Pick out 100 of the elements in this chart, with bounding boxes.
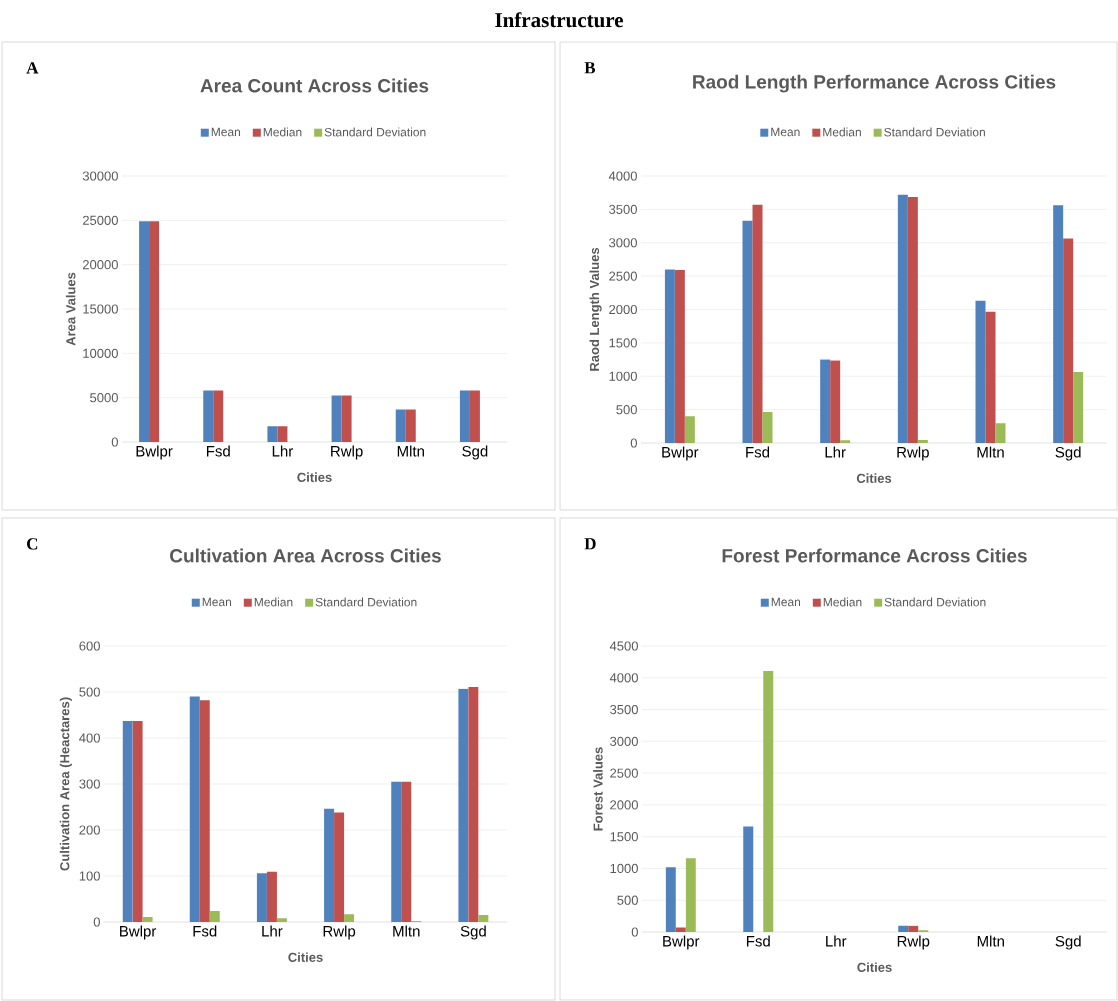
- bar: [391, 781, 402, 922]
- y-tick-label: 1000: [610, 863, 638, 874]
- x-tick-label: Fsd: [206, 445, 230, 457]
- bar: [266, 871, 277, 922]
- y-tick-label: 30000: [82, 171, 118, 181]
- y-tick-label: 3500: [610, 704, 638, 715]
- text: Infrastructure: [495, 12, 624, 28]
- legend-label: Standard Deviation: [884, 597, 986, 607]
- text: A: [26, 62, 39, 74]
- bar: [209, 910, 220, 922]
- bar: [277, 426, 288, 442]
- legend-label: Median: [823, 127, 861, 137]
- bar: [743, 826, 754, 932]
- bar: [132, 720, 143, 922]
- bar: [149, 221, 160, 442]
- bar: [1063, 238, 1074, 443]
- y-tick-label: 0: [630, 438, 637, 448]
- bar: [199, 700, 210, 922]
- bar: [469, 390, 480, 442]
- bar: [907, 197, 918, 443]
- y-tick-label: 300: [79, 779, 100, 789]
- bar: [122, 720, 133, 922]
- x-tick-label: Mltn: [977, 446, 1004, 458]
- bar: [830, 360, 841, 443]
- y-tick-label: 1500: [610, 832, 638, 842]
- y-tick-label: 1500: [609, 338, 637, 348]
- y-tick-label: 500: [617, 895, 638, 905]
- y-tick-label: 4500: [609, 641, 638, 651]
- bar: [820, 359, 831, 443]
- text: D: [584, 538, 596, 550]
- y-axis-title: Raod Length Values: [589, 247, 602, 371]
- legend-label: Mean: [771, 597, 801, 607]
- x-tick-label: Mltn: [977, 935, 1004, 947]
- legend-label: Median: [823, 597, 862, 607]
- bar: [478, 915, 489, 922]
- x-tick-label: Fsd: [746, 935, 770, 947]
- bar: [908, 925, 919, 932]
- y-tick-label: 3000: [610, 736, 638, 746]
- x-tick-label: Mltn: [393, 925, 420, 937]
- bar: [459, 390, 470, 442]
- bar: [917, 439, 928, 443]
- x-tick-label: Bwlpr: [120, 925, 157, 940]
- bar: [213, 390, 224, 442]
- legend-label: Mean: [211, 127, 241, 137]
- bar: [344, 914, 355, 922]
- bar: [267, 426, 278, 442]
- text: C: [27, 538, 38, 550]
- y-axis-title: Area Values: [65, 272, 76, 346]
- bar: [674, 270, 685, 443]
- y-tick-label: 10000: [83, 348, 118, 358]
- bar: [458, 688, 469, 922]
- y-tick-label: 200: [79, 825, 100, 835]
- bar: [405, 409, 416, 442]
- x-tick-label: Sgd: [1055, 446, 1081, 461]
- y-tick-label: 1000: [609, 371, 637, 381]
- x-tick-label: Lhr: [825, 446, 846, 458]
- bar: [975, 300, 986, 443]
- bar: [276, 918, 287, 922]
- legend-label: Median: [254, 597, 293, 607]
- chart-title: Cultivation Area Across Cities: [170, 548, 441, 563]
- y-tick-label: 2000: [609, 304, 637, 315]
- x-tick-label: Bwlpr: [136, 445, 173, 460]
- bar: [401, 781, 412, 922]
- bar: [341, 395, 352, 442]
- bar: [742, 220, 753, 443]
- bar: [684, 416, 695, 443]
- x-axis-title: Cities: [297, 472, 332, 482]
- y-axis-title: Forest Values: [593, 747, 603, 831]
- y-tick-label: 3000: [609, 238, 637, 248]
- y-tick-label: 4000: [608, 171, 637, 181]
- bar: [664, 269, 675, 443]
- y-tick-label: 15000: [83, 304, 118, 314]
- bar: [256, 873, 267, 922]
- x-tick-label: Lhr: [272, 445, 293, 457]
- bar: [675, 927, 686, 932]
- x-tick-label: Bwlpr: [663, 935, 700, 950]
- bar: [897, 194, 908, 443]
- x-tick-label: Lhr: [262, 925, 283, 937]
- bar: [898, 925, 909, 932]
- bar: [762, 411, 773, 443]
- y-tick-label: 400: [79, 733, 100, 743]
- text: B: [584, 62, 596, 74]
- legend-label: Mean: [202, 597, 232, 607]
- x-tick-label: Rwlp: [323, 925, 356, 940]
- y-tick-label: 2000: [610, 800, 638, 810]
- y-tick-label: 0: [631, 927, 638, 937]
- x-tick-label: Bwlpr: [662, 446, 699, 461]
- bar: [1053, 205, 1064, 443]
- chart-title: Area Count Across Cities: [200, 78, 429, 93]
- bar: [763, 671, 774, 932]
- x-axis-title: Cities: [857, 962, 892, 972]
- y-tick-label: 5000: [90, 393, 118, 403]
- legend-label: Standard Deviation: [315, 597, 417, 607]
- y-tick-label: 500: [616, 405, 637, 415]
- chart-title: Raod Length Performance Across Cities: [693, 74, 1056, 93]
- bar: [139, 221, 150, 442]
- y-tick-label: 100: [79, 871, 100, 881]
- bar: [331, 395, 342, 442]
- bar: [985, 311, 996, 443]
- y-axis-title: Cultivation Area (Heactares): [59, 697, 72, 871]
